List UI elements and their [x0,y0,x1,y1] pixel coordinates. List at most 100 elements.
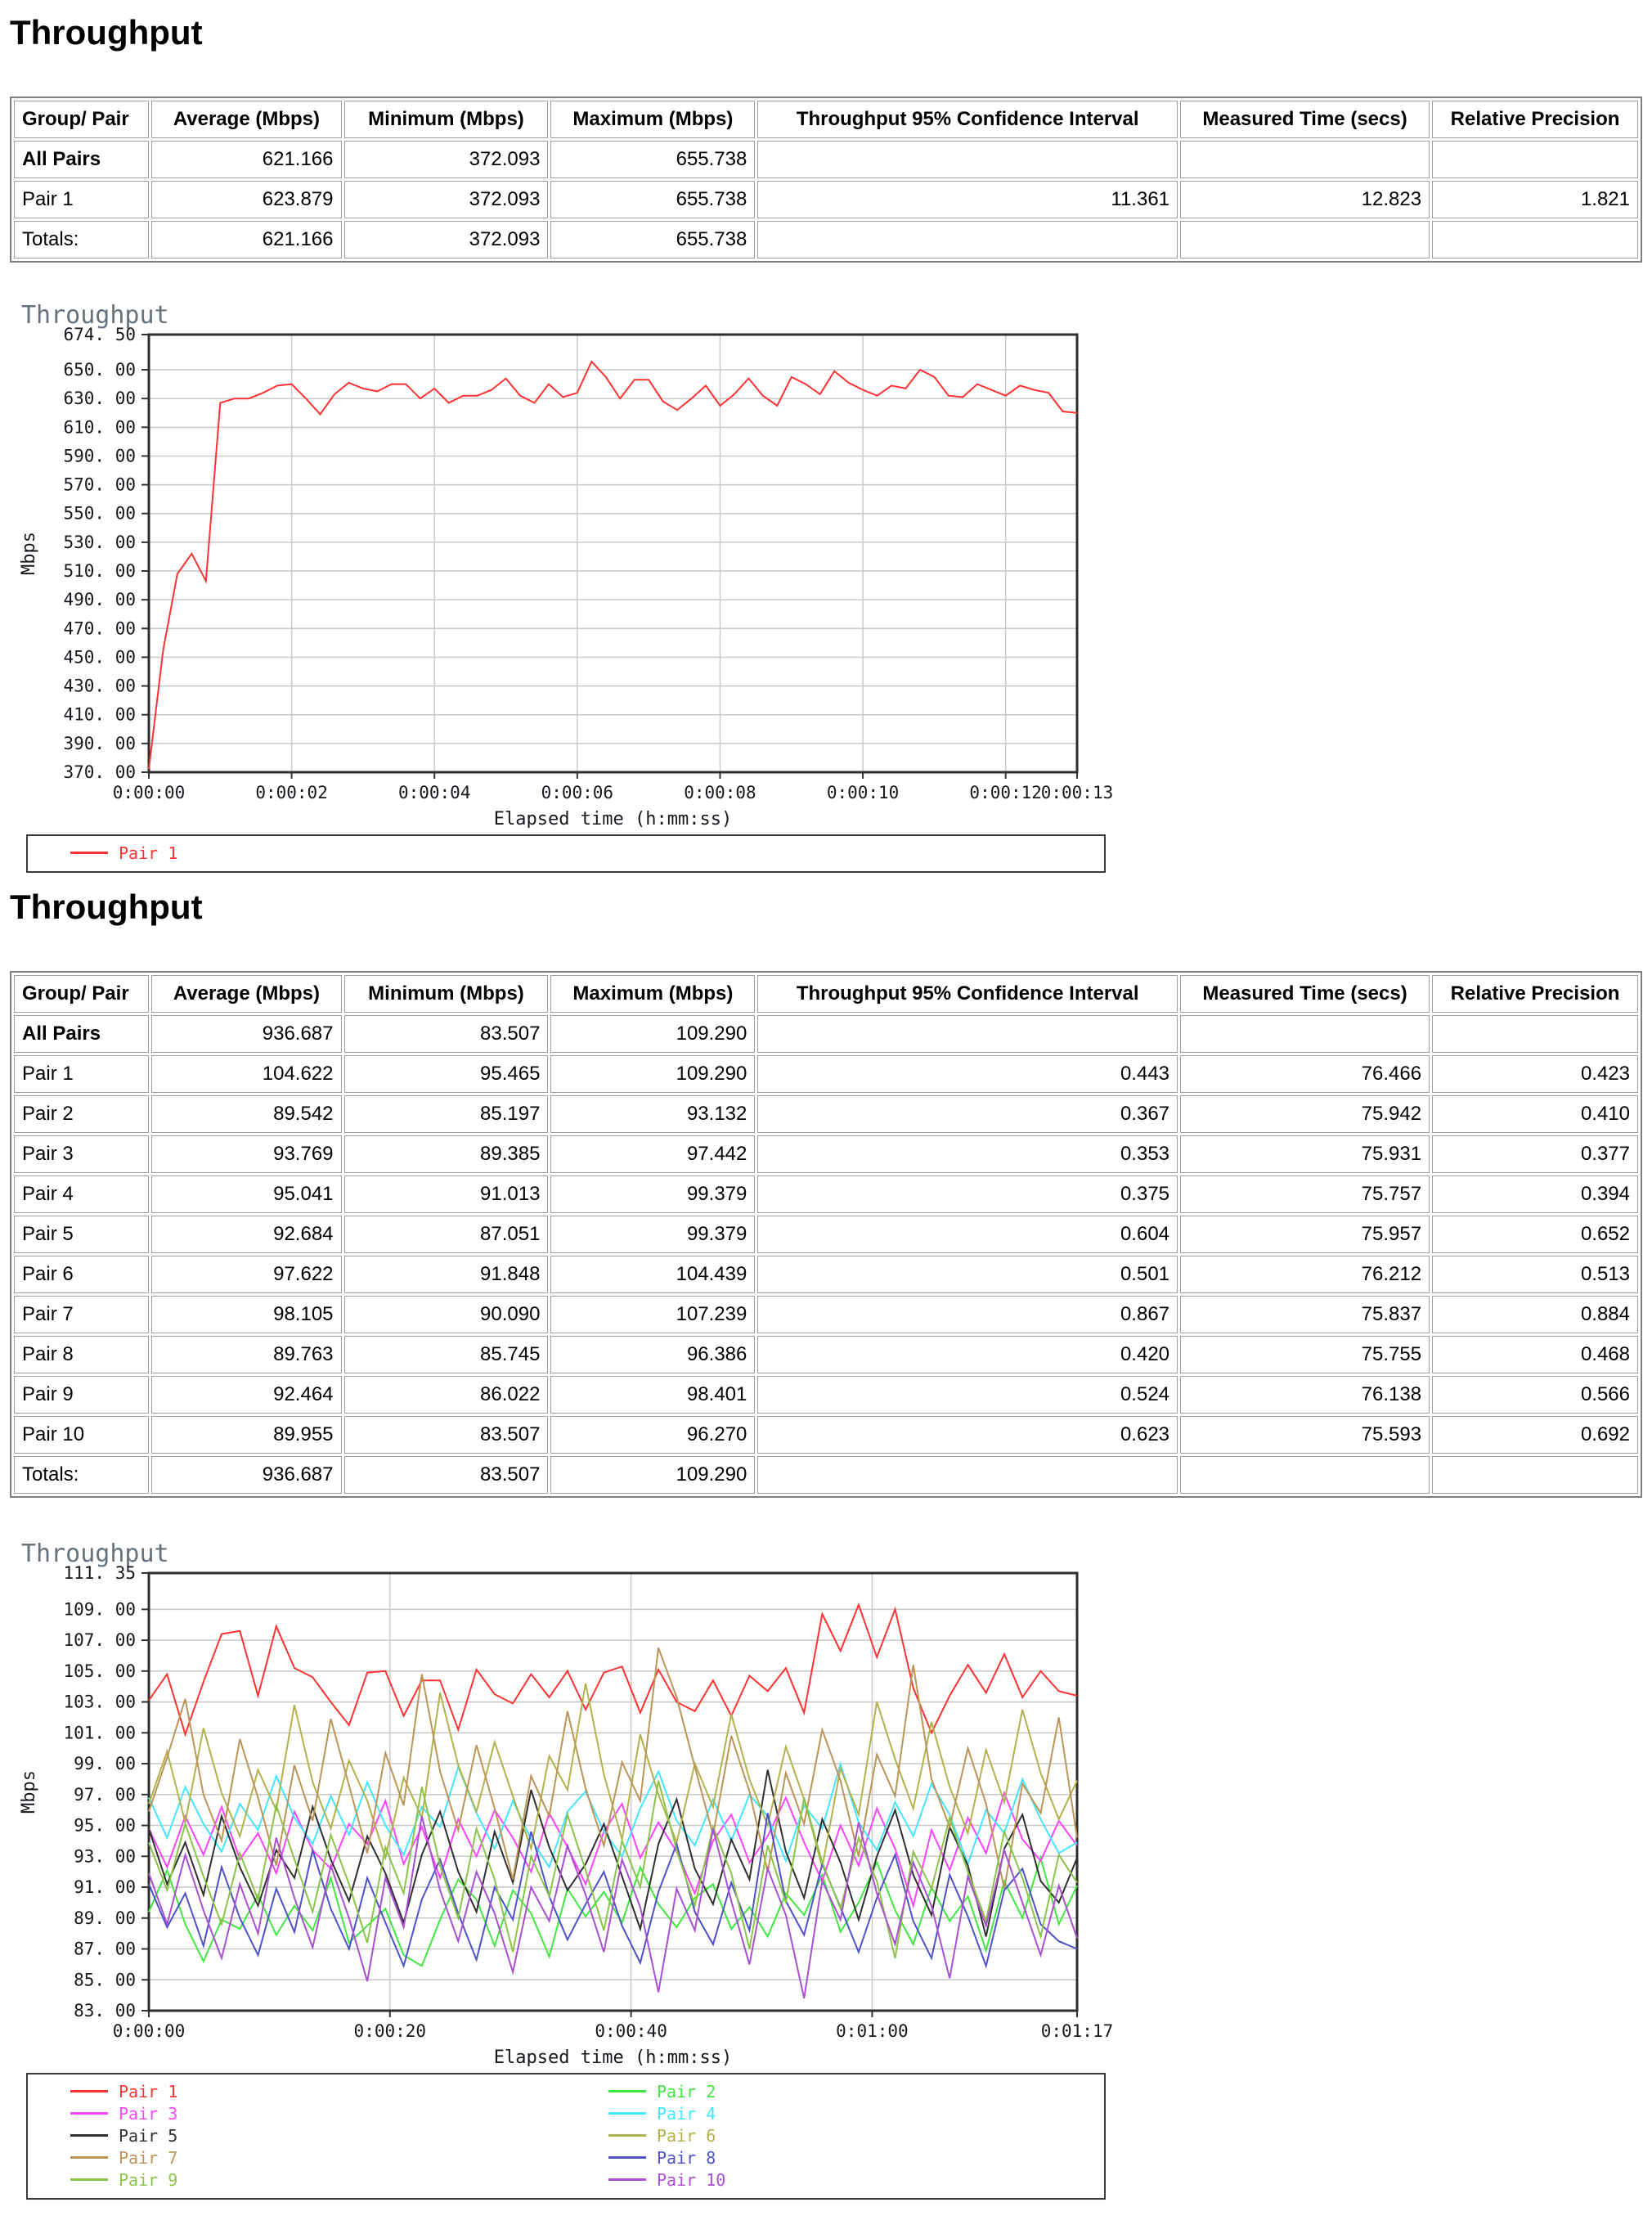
table-cell: 0.420 [757,1336,1178,1373]
throughput-summary-table-2: Group/ Pair Average (Mbps) Minimum (Mbps) M… [10,971,1642,1498]
legend-label: Pair 7 [119,2147,178,2168]
legend-label: Pair 1 [119,843,178,863]
y-tick-label: 111. 35 [63,1563,136,1583]
legend-swatch [608,2090,646,2092]
legend-entry: Pair 10 [566,2169,1104,2190]
y-tick-label: 87. 00 [74,1940,136,1959]
row-label: Pair 5 [14,1216,150,1253]
table-cell [1180,1456,1430,1494]
table-cell: 109.290 [550,1055,756,1093]
table-row: All Pairs 621.166 372.093 655.738 [14,141,1638,178]
table-cell: 76.138 [1180,1376,1430,1414]
row-label: Pair 10 [14,1416,150,1454]
table-cell [1180,1015,1430,1053]
column-header: Minimum (Mbps) [343,975,549,1013]
table-cell: 0.524 [757,1376,1178,1414]
table-cell: 104.439 [550,1256,756,1293]
x-tick-label: 0:00:02 [255,783,328,802]
table-cell: 0.623 [757,1416,1178,1454]
x-tick-label: 0:01:17 [1041,2021,1114,2041]
table-row: Pair 3 93.769 89.385 97.442 0.353 75.931 0.377 [14,1135,1638,1173]
column-header: Maximum (Mbps) [550,975,756,1013]
table-row: Pair 2 89.542 85.197 93.132 0.367 75.942 0.410 [14,1095,1638,1133]
legend-label: Pair 8 [657,2147,716,2168]
table-cell [1180,141,1430,178]
table-cell: 621.166 [151,141,342,178]
y-tick-label: 101. 00 [63,1723,136,1742]
table-row: Pair 8 89.763 85.745 96.386 0.420 75.755 0.468 [14,1336,1638,1373]
series-pair-1 [148,1602,1078,1737]
table-cell: 97.442 [550,1135,756,1173]
table-cell: 96.270 [550,1416,756,1454]
y-axis-label: Mbps [19,532,39,575]
legend-label: Pair 9 [119,2169,178,2190]
table-row: Pair 6 97.622 91.848 104.439 0.501 76.212 0.51… [14,1256,1638,1293]
table-cell: 109.290 [550,1456,756,1494]
table-cell [1432,221,1638,258]
x-tick-label: 0:00:40 [595,2021,667,2041]
y-tick-label: 610. 00 [63,417,136,437]
table-cell: 0.652 [1432,1216,1638,1253]
table-cell: 0.443 [757,1055,1178,1093]
table-cell: 107.239 [550,1296,756,1333]
series-pair-5 [148,1769,1078,1937]
x-tick-label: 0:00:12 [969,783,1042,802]
legend-label: Pair 1 [119,2081,178,2101]
table-cell: 97.622 [151,1256,342,1293]
throughput-summary-table-1: Group/ Pair Average (Mbps) Minimum (Mbps) M… [10,97,1642,263]
row-label: Pair 7 [14,1296,150,1333]
table-cell: 85.745 [343,1336,549,1373]
table-cell: 0.410 [1432,1095,1638,1133]
table-row: Pair 9 92.464 86.022 98.401 0.524 76.138 0.566 [14,1376,1638,1414]
column-header: Relative Precision [1432,101,1638,138]
table-row: Totals: 621.166 372.093 655.738 [14,221,1638,258]
table-cell [757,1456,1178,1494]
row-label: Pair 2 [14,1095,150,1133]
table-cell: 1.821 [1432,181,1638,218]
row-label: Totals: [14,1456,150,1494]
table-cell: 0.692 [1432,1416,1638,1454]
y-tick-label: 470. 00 [63,618,136,638]
x-tick-label: 0:00:00 [113,783,186,802]
legend-entry: Pair 4 [566,2103,1104,2124]
y-tick-label: 530. 00 [63,533,136,552]
row-label: Pair 3 [14,1135,150,1173]
y-tick-label: 390. 00 [63,734,136,753]
table-cell: 104.622 [151,1055,342,1093]
table-cell: 86.022 [343,1376,549,1414]
plot-frame [147,1571,1079,2012]
legend-label: Pair 10 [657,2169,726,2190]
y-tick-label: 650. 00 [63,360,136,380]
table-cell: 75.837 [1180,1296,1430,1333]
table-cell: 109.290 [550,1015,756,1053]
y-tick-label: 103. 00 [63,1692,136,1712]
table-cell [1432,141,1638,178]
table-cell: 0.353 [757,1135,1178,1173]
y-tick-label: 95. 00 [74,1816,136,1836]
chart-title: Throughput [21,301,169,330]
y-tick-label: 490. 00 [63,590,136,609]
table-cell: 936.687 [151,1015,342,1053]
table-cell: 91.848 [343,1256,549,1293]
table-cell: 75.593 [1180,1416,1430,1454]
table-row: Pair 5 92.684 87.051 99.379 0.604 75.957 0.652 [14,1216,1638,1253]
table-cell: 75.757 [1180,1175,1430,1213]
legend-entry: Pair 6 [566,2125,1104,2146]
legend-swatch [70,2178,108,2181]
y-tick-label: 550. 00 [63,504,136,524]
table-cell: 98.401 [550,1376,756,1414]
legend-label: Pair 6 [657,2125,716,2146]
column-header: Minimum (Mbps) [343,101,549,138]
legend-swatch [608,2178,646,2181]
column-header: Relative Precision [1432,975,1638,1013]
table-cell: 95.041 [151,1175,342,1213]
plot-frame [147,333,1079,774]
y-tick-label: 83. 00 [74,2001,136,2020]
table-cell: 655.738 [550,141,756,178]
column-header: Average (Mbps) [151,101,342,138]
table-cell: 99.379 [550,1175,756,1213]
table-cell: 83.507 [343,1456,549,1494]
x-tick-label: 0:00:20 [354,2021,427,2041]
y-tick-label: 430. 00 [63,676,136,696]
x-tick-label: 0:01:00 [836,2021,909,2041]
